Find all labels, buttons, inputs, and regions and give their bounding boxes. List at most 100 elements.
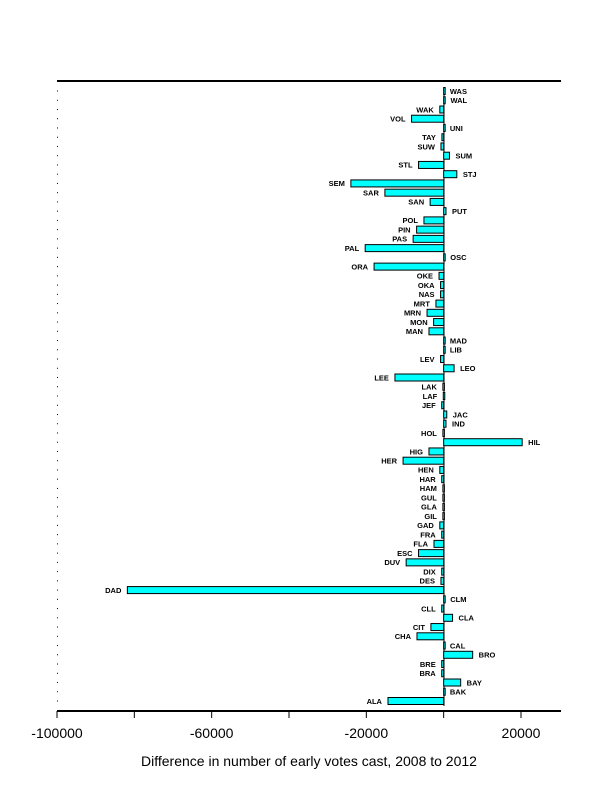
y-axis-dot [57, 266, 58, 268]
y-axis-dot [57, 700, 58, 702]
category-label: HOL [421, 429, 437, 438]
category-label: GUL [421, 493, 437, 502]
y-axis-dot [57, 256, 58, 258]
y-axis-dot [57, 164, 58, 166]
category-label: STL [398, 161, 413, 170]
bar-put [443, 207, 447, 216]
bar-osc [443, 253, 446, 262]
y-axis-dot [57, 663, 58, 665]
bar-jef [441, 401, 445, 410]
bar-laf [442, 392, 446, 400]
bar-cla [443, 613, 454, 622]
bar-pin [416, 225, 445, 234]
y-axis-dots [57, 90, 58, 702]
bar-oka [440, 281, 445, 290]
bar-cll [441, 604, 445, 613]
category-label: FLA [413, 540, 428, 549]
y-axis-dot [57, 395, 58, 397]
bar-bro [443, 650, 474, 659]
category-label: MAD [450, 336, 468, 345]
bar-clm [443, 595, 446, 604]
y-axis-dot [57, 413, 58, 415]
category-label: MAN [406, 327, 423, 336]
y-axis-dot [57, 571, 58, 573]
category-label: ORA [351, 262, 368, 271]
category-label: JAC [453, 410, 469, 419]
bar-pas [412, 234, 445, 243]
category-label: BAY [467, 678, 482, 687]
bar-man [428, 327, 445, 336]
bar-stl [418, 160, 445, 169]
bar-mrt [435, 299, 445, 308]
y-axis-dot [57, 672, 58, 674]
category-label: CIT [413, 623, 426, 632]
x-tick-label: -20000 [345, 725, 389, 741]
category-label: LEV [420, 355, 435, 364]
y-axis-dot [57, 423, 58, 425]
bar-her [402, 456, 445, 465]
category-label: SAN [408, 198, 424, 207]
bar-fla [433, 539, 445, 548]
bar-lib [443, 345, 446, 354]
bar-uni [443, 123, 446, 132]
bar-pal [364, 244, 445, 253]
category-label: HAR [419, 475, 436, 484]
bar-har [441, 475, 445, 484]
y-axis-dot [57, 645, 58, 647]
y-axis-dot [57, 340, 58, 342]
bar-lev [440, 355, 445, 364]
bar-dad [126, 586, 445, 595]
bar-cal [443, 641, 446, 650]
bar-gad [439, 521, 445, 530]
y-axis-dot [57, 524, 58, 526]
bar-gla [442, 502, 445, 511]
category-label: OKE [417, 272, 433, 281]
y-axis-dot [57, 238, 58, 240]
x-tick-label: 20000 [502, 725, 541, 741]
bar-was [443, 87, 446, 95]
bar-cha [416, 632, 445, 641]
bar-bre [441, 660, 445, 669]
category-label: BRO [479, 651, 496, 660]
bar-hil [443, 438, 523, 447]
bar-wal [443, 96, 446, 105]
y-axis-dot [57, 118, 58, 120]
category-label: PUT [452, 207, 467, 216]
category-label: LIB [450, 346, 463, 355]
category-label: DES [420, 577, 435, 586]
category-label: WAL [450, 96, 467, 105]
y-axis-dot [57, 90, 58, 92]
y-axis-dot [57, 275, 58, 277]
y-axis-dot [57, 182, 58, 184]
y-axis-dot [57, 506, 58, 508]
y-axis-dot [57, 367, 58, 369]
category-label: JEF [422, 401, 436, 410]
category-label: DAD [105, 586, 122, 595]
category-label: GIL [424, 512, 437, 521]
category-label: SAR [363, 188, 379, 197]
bar-mon [433, 318, 445, 327]
y-axis-dot [57, 136, 58, 138]
bar-suw [440, 142, 445, 151]
category-label: LEE [374, 373, 389, 382]
bar-bay [443, 678, 462, 687]
category-label: MON [410, 318, 428, 327]
category-label: BRE [420, 660, 436, 669]
y-axis-dot [57, 247, 58, 249]
category-label: STJ [463, 170, 477, 179]
x-ticks: -100000 -60000 -20000 20000 [31, 711, 541, 741]
y-axis-dot [57, 626, 58, 628]
y-axis-dot [57, 321, 58, 323]
category-label: HER [381, 456, 397, 465]
y-axis-dot [57, 608, 58, 610]
y-axis-dot [57, 478, 58, 480]
category-label: HIL [528, 438, 541, 447]
y-axis-dot [57, 534, 58, 536]
bar-lee [394, 373, 445, 382]
bar-pol [423, 216, 445, 225]
y-axis-dot [57, 552, 58, 554]
bar-ham [442, 484, 445, 493]
category-label: ESC [397, 549, 413, 558]
bar-ala [387, 697, 445, 705]
bar-hol [442, 428, 445, 437]
